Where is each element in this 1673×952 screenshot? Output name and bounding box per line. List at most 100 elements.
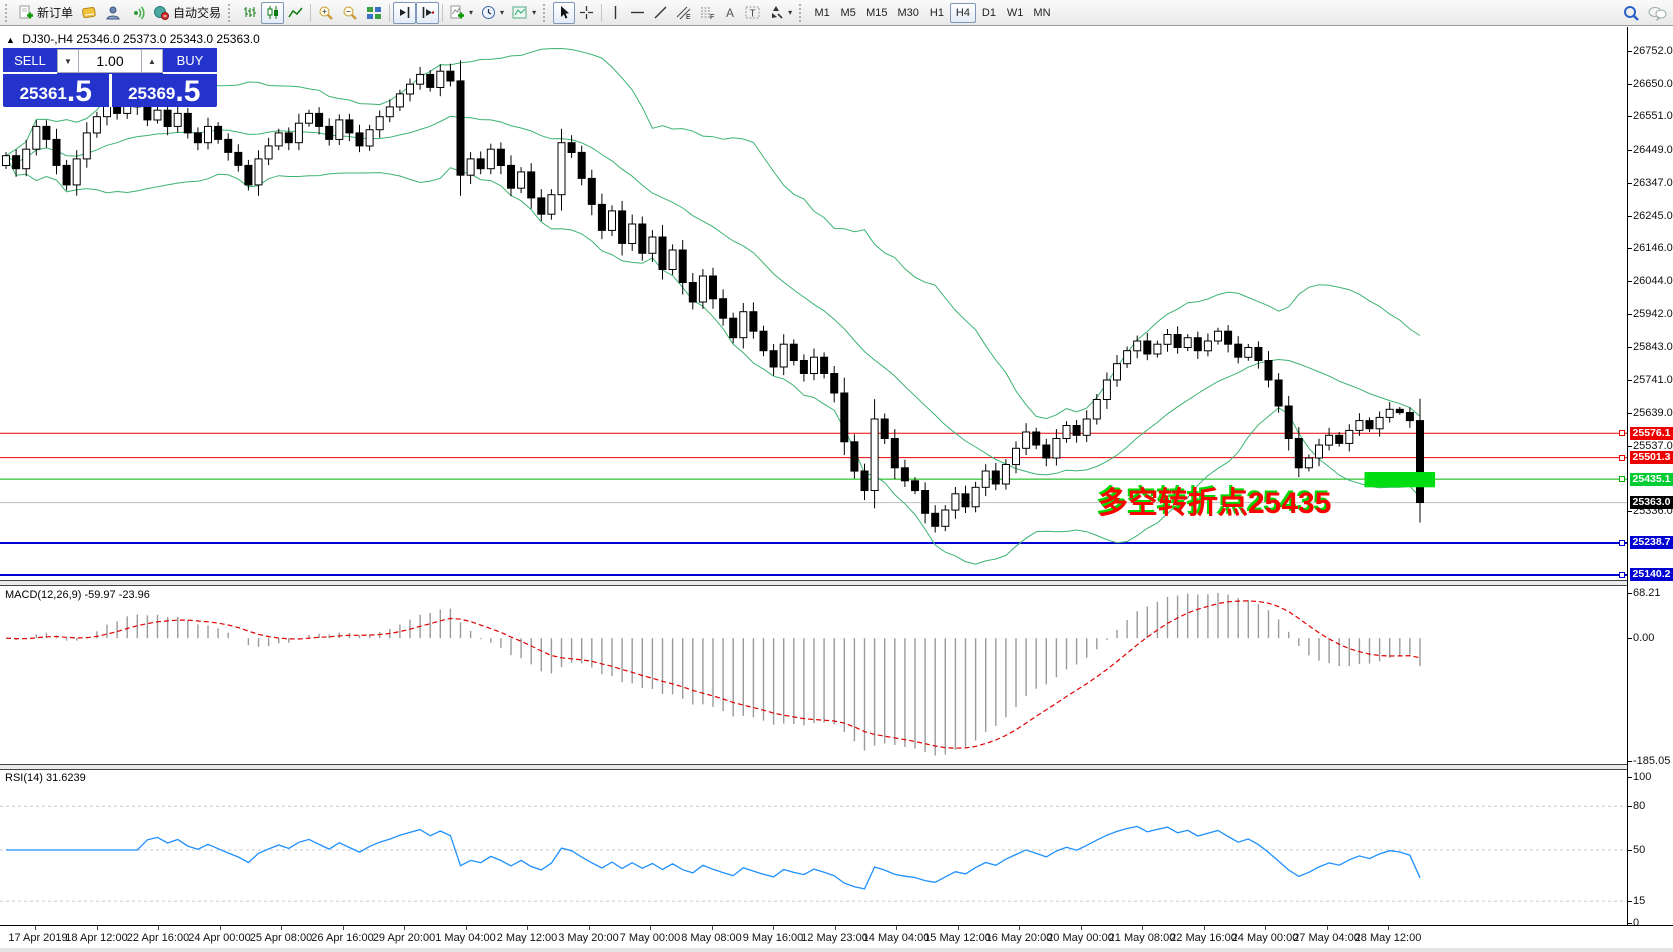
line-endpoint-marker[interactable] [1619,476,1625,483]
line-chart-button[interactable] [284,2,307,24]
axis-tick-mark [1628,346,1632,348]
time-tick-label: 12 May 23:00 [801,932,868,944]
new-order-button[interactable]: 新订单 [15,2,77,24]
volume-decrease-button[interactable]: ▼ [57,49,79,73]
axis-tick-mark [1628,638,1632,640]
line-endpoint-marker[interactable] [1619,539,1625,546]
timeframe-button-m5[interactable]: M5 [835,3,861,23]
time-tick-label: 22 May 16:00 [1170,932,1237,944]
sell-button[interactable]: SELL [3,48,57,74]
timeframe-button-w1[interactable]: W1 [1002,3,1029,23]
sell-price[interactable]: 25361.5 [19,75,92,108]
price-tick-label: 26449.0 [1633,143,1673,156]
time-tick-label: 24 May 00:00 [1231,932,1299,944]
templates-button[interactable]: ▾ [508,2,540,24]
pane-splitter[interactable] [0,764,1673,770]
axis-tick-mark [1628,445,1632,447]
line-endpoint-marker[interactable] [1619,454,1625,461]
time-tick-mark [219,926,221,930]
rsi-tick-label: 50 [1633,844,1646,856]
axis-tick-mark [1628,51,1632,52]
time-tick-mark [1142,926,1143,930]
arrows-tool-button[interactable]: ▾ [765,2,796,24]
market-watch-button[interactable] [77,2,101,24]
macd-pane[interactable] [0,586,1627,764]
equidistant-channel-icon: E [676,6,691,20]
channel-tool-button[interactable]: E [672,2,696,24]
price-tick-label: 25741.0 [1633,373,1673,386]
macd-canvas[interactable] [0,586,1627,764]
toolbar-grip[interactable] [543,3,550,22]
bollinger-middle [5,115,1421,476]
dropdown-caret-icon: ▾ [500,8,505,17]
autotrading-button[interactable]: 自动交易 [149,2,225,24]
horizontal-line-tool-button[interactable] [626,2,649,24]
bar-chart-button[interactable] [238,2,261,24]
buy-button[interactable]: BUY [163,48,217,74]
bollinger-upper [5,47,1421,420]
trendline-tool-button[interactable] [649,2,672,24]
label-tool-button[interactable]: T [741,2,765,24]
zoom-in-button[interactable] [314,2,338,24]
timeframe-button-m30[interactable]: M30 [893,3,924,23]
rsi-canvas[interactable] [0,770,1627,925]
text-tool-button[interactable]: A [720,2,741,24]
volume-increase-button[interactable]: ▲ [141,49,163,73]
toolbar-grip[interactable] [228,3,235,22]
line-endpoint-marker[interactable] [1619,430,1625,437]
indicators-button[interactable]: ▾ [446,2,477,24]
buy-price[interactable]: 25369.5 [128,75,201,108]
cursor-tool-button[interactable] [553,1,576,24]
periods-button[interactable]: ▾ [477,2,508,24]
trade-panel-divider [108,74,112,107]
signals-button[interactable] [125,2,149,24]
timeframe-button-h4[interactable]: H4 [949,2,976,23]
bollinger-lower [5,155,1421,565]
time-tick-label: 15 May 12:00 [924,932,991,944]
svg-text:E: E [686,14,691,20]
price-axis[interactable]: 26752.0 26650.0 26551.0 26449.0 26347.0 26245… [1619,27,1673,929]
time-tick-mark [465,926,467,930]
tile-windows-button[interactable] [362,2,386,24]
timeframe-button-mn[interactable]: MN [1028,3,1055,23]
signal-icon [134,6,145,20]
axis-tick-mark [1628,248,1632,249]
profile-button[interactable] [101,2,125,24]
axis-tick-mark [1628,777,1632,778]
candlestick-chart-button[interactable] [261,1,285,24]
axis-tick-mark [1628,84,1632,86]
time-tick-label: 16 May 20:00 [985,932,1053,944]
time-tick-label: 21 May 08:00 [1108,932,1176,944]
auto-scroll-button[interactable] [416,1,440,24]
price-chart-canvas[interactable] [0,27,1627,580]
rsi-pane[interactable] [0,770,1627,925]
price-tick-label: 25639.0 [1633,406,1673,419]
collapse-triangle-icon[interactable]: ▲ [6,35,15,45]
axis-tick-mark [1628,182,1632,184]
time-tick-label: 20 May 00:00 [1047,932,1114,944]
time-axis[interactable]: 17 Apr 2019 18 Apr 12:00 22 Apr 16:00 24 Ap… [0,925,1673,948]
highlight-rectangle[interactable] [1364,472,1436,488]
timeframe-button-m15[interactable]: M15 [861,3,892,23]
price-tick-label: 25843.0 [1633,340,1673,353]
window-bottom-edge [0,948,1673,952]
toolbar-grip[interactable] [5,3,12,22]
pane-splitter[interactable] [0,580,1673,586]
chat-button[interactable] [1644,2,1671,24]
timeframe-button-h1[interactable]: H1 [924,3,950,23]
volume-input[interactable]: 1.00 [79,49,141,73]
vertical-line-tool-button[interactable] [605,2,626,24]
price-line-chip-25140.2: 25140.2 [1630,568,1673,582]
price-chart-pane[interactable] [0,27,1627,580]
line-endpoint-marker[interactable] [1619,571,1625,578]
clock-icon [482,6,496,19]
search-button[interactable] [1619,2,1644,24]
crosshair-tool-button[interactable] [575,2,598,24]
chart-shift-button[interactable] [393,1,417,24]
toolbar-grip[interactable] [799,3,806,22]
timeframe-button-d1[interactable]: D1 [976,3,1002,23]
fibonacci-tool-button[interactable]: F [696,2,720,24]
timeframe-button-m1[interactable]: M1 [809,3,835,23]
zoom-out-button[interactable] [338,2,362,24]
